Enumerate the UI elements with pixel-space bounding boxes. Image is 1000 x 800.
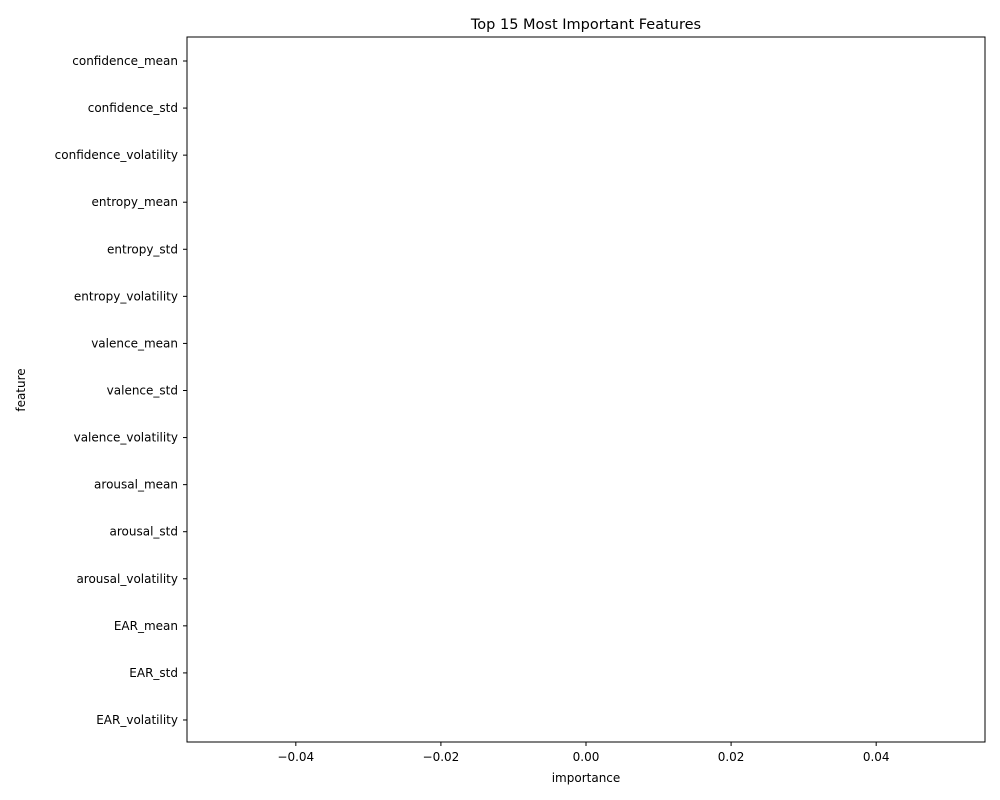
- x-tick-label: −0.04: [277, 750, 314, 764]
- y-tick-label: entropy_mean: [92, 195, 178, 209]
- y-tick-label: EAR_std: [129, 666, 178, 680]
- chart-title: Top 15 Most Important Features: [470, 17, 701, 33]
- y-axis: confidence_mean confidence_std confidence_…: [55, 54, 187, 727]
- y-tick-label: arousal_mean: [94, 478, 178, 492]
- x-axis: −0.04 −0.02 0.00 0.02 0.04: [277, 742, 890, 764]
- y-tick-label: EAR_mean: [114, 619, 178, 633]
- y-tick-label: EAR_volatility: [96, 713, 178, 727]
- x-tick-label: −0.02: [423, 750, 460, 764]
- x-tick-label: 0.04: [863, 750, 890, 764]
- y-tick-label: arousal_volatility: [76, 572, 178, 586]
- x-tick-label: 0.00: [573, 750, 600, 764]
- y-tick-label: confidence_mean: [72, 54, 178, 68]
- y-tick-label: confidence_std: [88, 101, 178, 115]
- y-tick-label: entropy_std: [107, 242, 178, 256]
- y-tick-label: valence_volatility: [74, 431, 178, 445]
- plot-area: [186, 36, 986, 743]
- plot-frame: [186, 36, 986, 743]
- x-axis-label: importance: [552, 771, 621, 785]
- y-tick-label: confidence_volatility: [55, 148, 178, 162]
- y-tick-label: valence_std: [107, 383, 178, 397]
- y-axis-label: feature: [14, 368, 28, 411]
- y-tick-label: arousal_std: [110, 525, 178, 539]
- y-tick-label: entropy_volatility: [74, 289, 178, 303]
- y-tick-label: valence_mean: [91, 336, 178, 350]
- x-tick-label: 0.02: [718, 750, 745, 764]
